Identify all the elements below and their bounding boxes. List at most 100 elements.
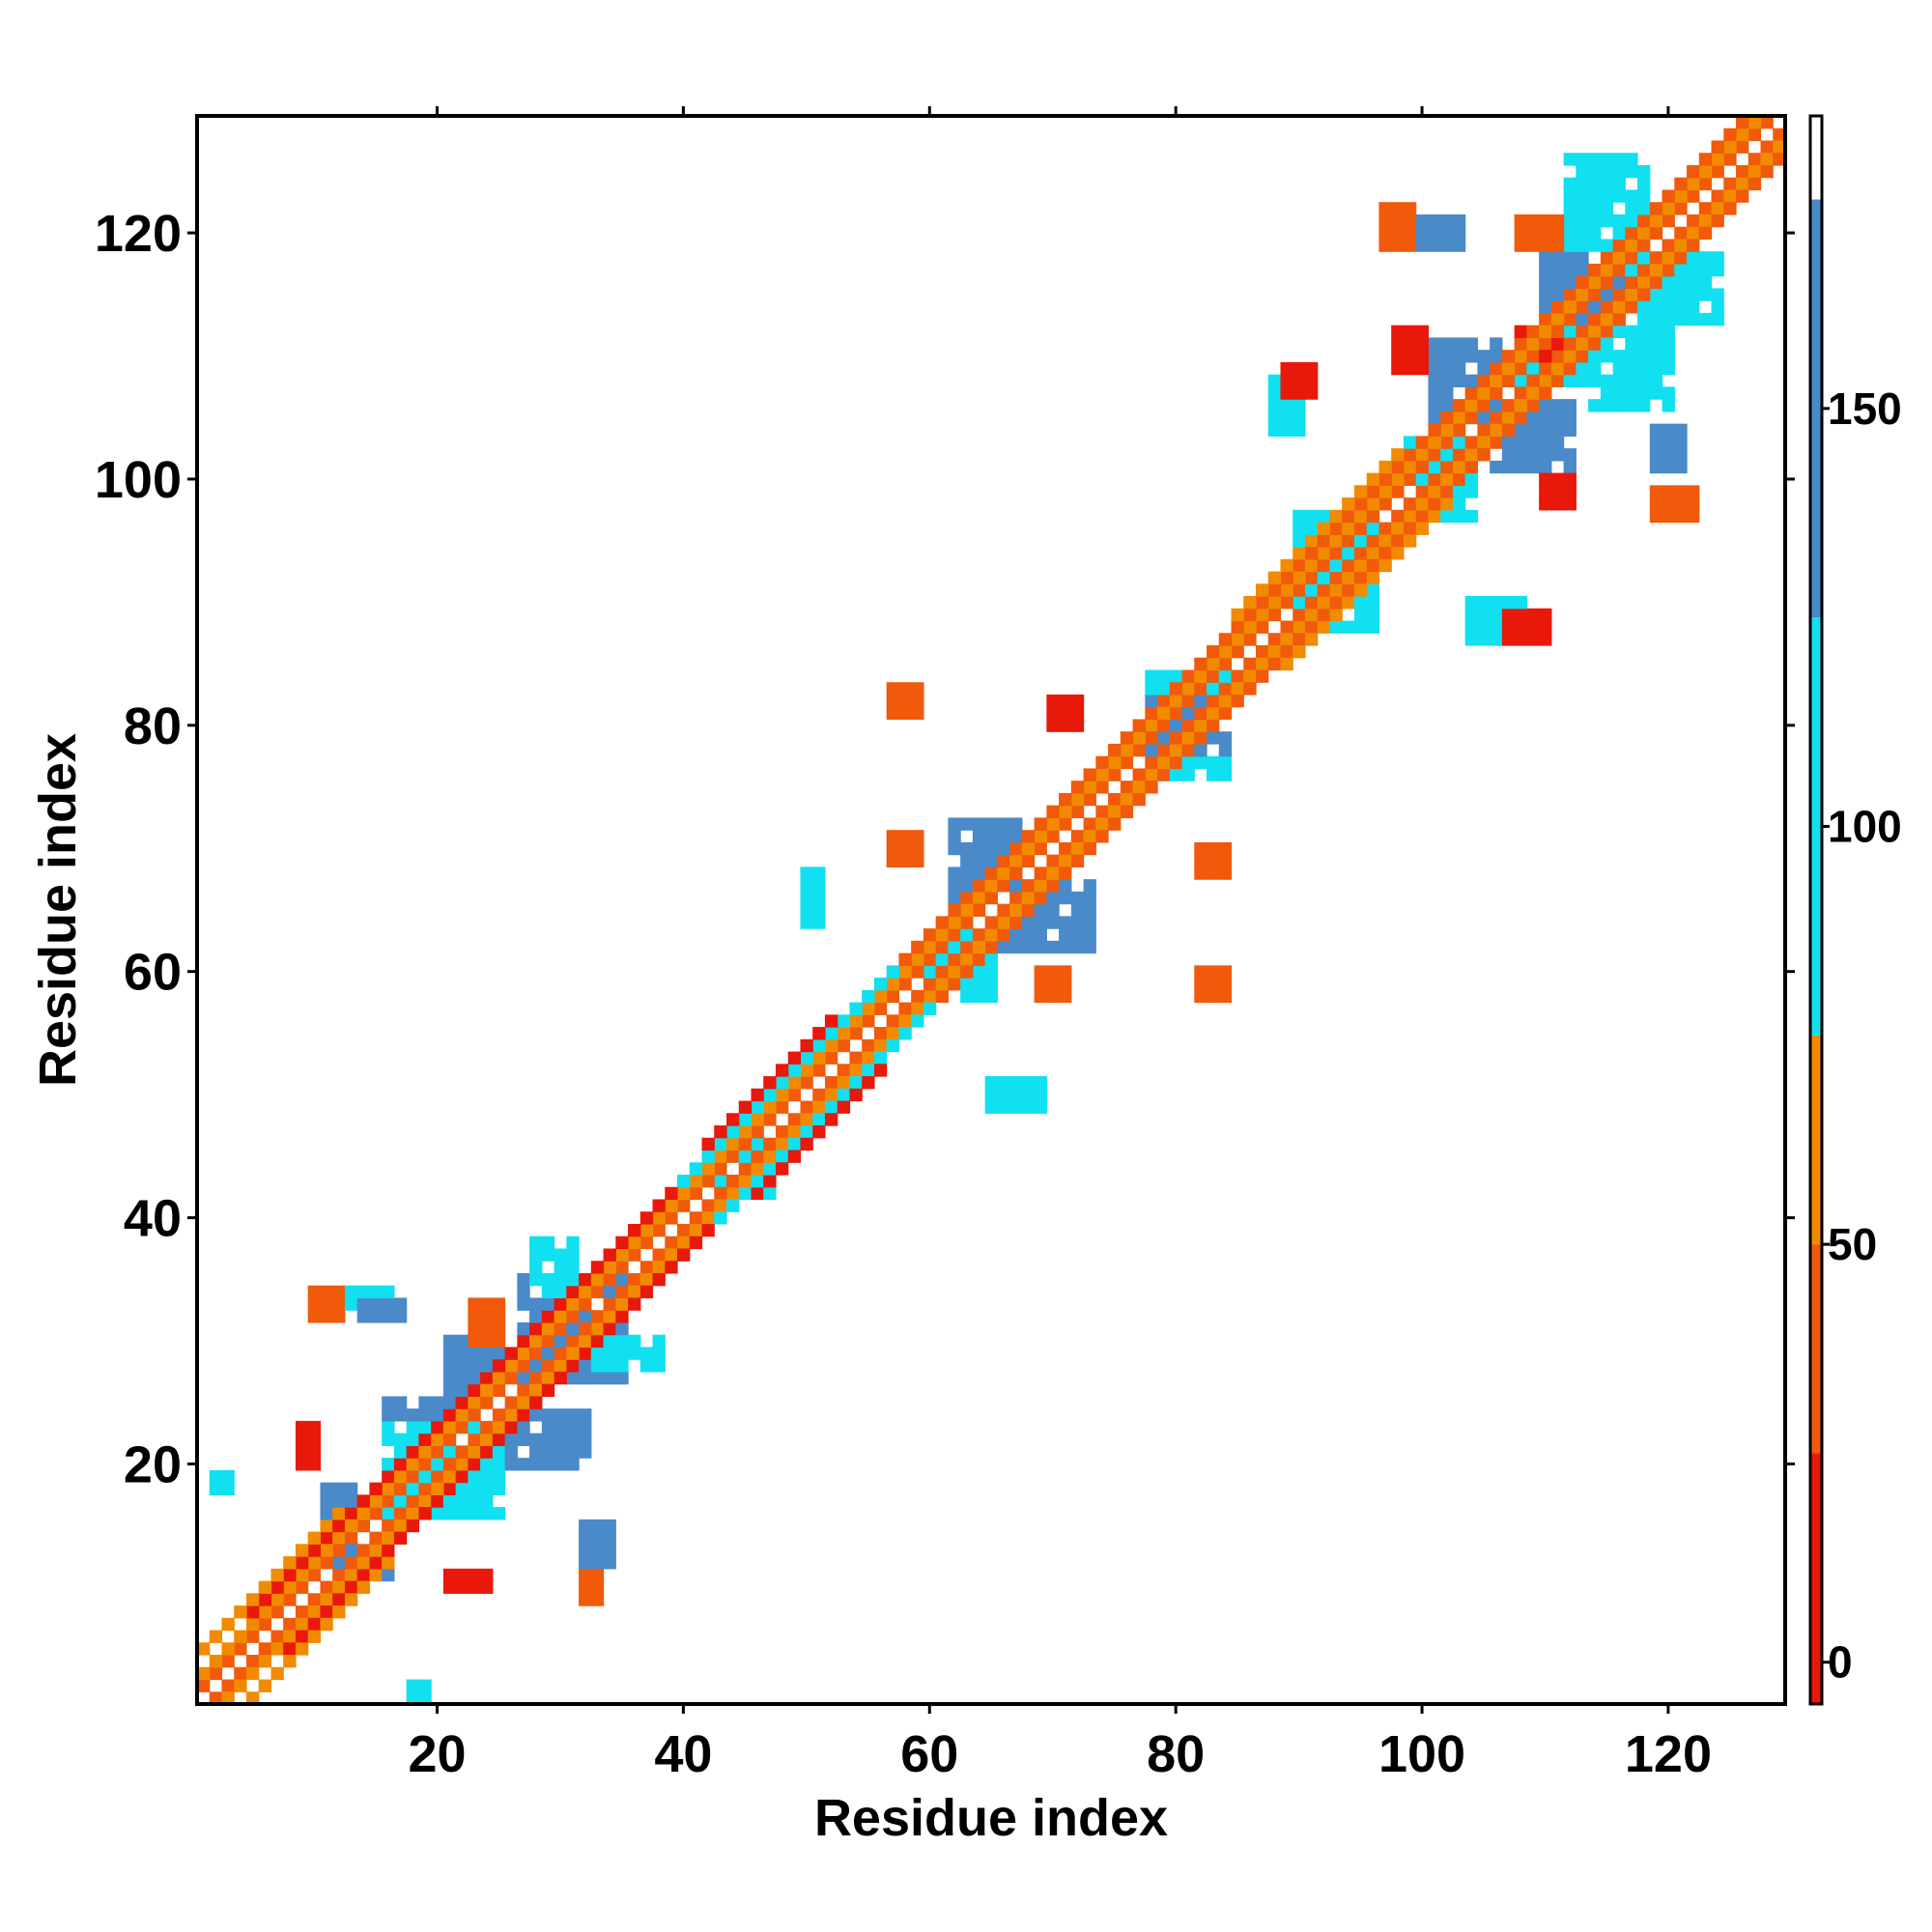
- heatmap-cell: [886, 1014, 900, 1028]
- heatmap-cell: [270, 1605, 284, 1619]
- heatmap-cell: [320, 1580, 333, 1594]
- heatmap-cell: [812, 916, 826, 929]
- heatmap-cell: [566, 1359, 580, 1373]
- heatmap-cell: [1280, 633, 1293, 646]
- heatmap-cell: [1317, 571, 1331, 584]
- heatmap-cell: [1649, 202, 1663, 215]
- heatmap-cell: [1304, 583, 1319, 597]
- heatmap-cell: [1612, 288, 1626, 301]
- heatmap-cell: [1231, 694, 1244, 708]
- heatmap-cell: [1539, 423, 1552, 437]
- heatmap-cell: [590, 1593, 605, 1606]
- heatmap-cell: [701, 1211, 715, 1225]
- heatmap-cell: [1452, 226, 1466, 241]
- heatmap-cell: [1637, 275, 1651, 290]
- heatmap-cell: [1218, 731, 1233, 745]
- heatmap-cell: [1452, 213, 1466, 228]
- heatmap-cell: [1600, 374, 1614, 387]
- heatmap-cell: [1563, 460, 1577, 474]
- heatmap-cell: [1698, 263, 1713, 277]
- heatmap-cell: [1526, 436, 1540, 449]
- heatmap-cell: [418, 1420, 432, 1435]
- heatmap-cell: [517, 1433, 530, 1446]
- heatmap-cell: [1108, 817, 1122, 831]
- heatmap-cell: [307, 1568, 322, 1582]
- heatmap-cell: [639, 1359, 654, 1373]
- heatmap-cell: [590, 1519, 605, 1533]
- heatmap-cell: [726, 1125, 740, 1139]
- heatmap-cell: [1157, 669, 1171, 683]
- heatmap-cell: [1009, 903, 1023, 917]
- heatmap-cell: [1649, 300, 1663, 314]
- heatmap-cell: [1600, 153, 1614, 166]
- heatmap-cell: [579, 1544, 592, 1557]
- heatmap-cell: [615, 1272, 629, 1287]
- heatmap-cell: [1391, 325, 1405, 338]
- heatmap-cell: [529, 1236, 543, 1250]
- heatmap-cell: [517, 1347, 530, 1360]
- heatmap-cell: [628, 1236, 641, 1250]
- heatmap-cell: [1353, 558, 1368, 573]
- heatmap-cell: [800, 1064, 813, 1077]
- heatmap-cell: [1539, 460, 1552, 474]
- heatmap-cell: [1120, 731, 1134, 745]
- heatmap-cell: [714, 1211, 727, 1225]
- heatmap-cell: [1059, 817, 1072, 831]
- heatmap-cell: [615, 1347, 629, 1360]
- heatmap-cell: [1070, 805, 1085, 819]
- heatmap-cell: [1034, 817, 1047, 831]
- heatmap-cell: [800, 916, 813, 929]
- heatmap-cell: [1539, 350, 1552, 363]
- heatmap-cell: [984, 854, 998, 867]
- heatmap-cell: [258, 1655, 272, 1668]
- colorbar-band: [1810, 617, 1822, 1036]
- heatmap-cell: [1662, 263, 1675, 277]
- heatmap-cell: [1563, 153, 1577, 166]
- heatmap-cell: [1576, 239, 1589, 252]
- heatmap-cell: [1378, 472, 1392, 486]
- heatmap-cell: [1550, 337, 1565, 351]
- heatmap-cell: [800, 903, 813, 917]
- heatmap-cell: [1353, 583, 1368, 597]
- heatmap-cell: [1059, 854, 1072, 867]
- x-tick-label: 120: [1625, 1725, 1712, 1783]
- heatmap-cell: [1428, 399, 1441, 412]
- heatmap-cell: [1674, 263, 1688, 277]
- heatmap-cell: [1563, 350, 1577, 363]
- heatmap-cell: [393, 1531, 408, 1545]
- heatmap-cell: [1563, 361, 1577, 376]
- heatmap-cell: [1145, 669, 1158, 683]
- heatmap-cell: [1514, 460, 1527, 474]
- heatmap-cell: [898, 854, 912, 867]
- heatmap-cell: [873, 989, 888, 1004]
- heatmap-cell: [1415, 239, 1430, 252]
- heatmap-cell: [1194, 682, 1208, 696]
- heatmap-cell: [960, 891, 974, 905]
- heatmap-cell: [1304, 571, 1319, 584]
- heatmap-cell: [812, 1027, 826, 1040]
- heatmap-cell: [1194, 989, 1208, 1004]
- heatmap-cell: [307, 1297, 322, 1311]
- heatmap-cell: [1317, 583, 1331, 597]
- heatmap-cell: [1317, 509, 1331, 524]
- heatmap-cell: [1736, 116, 1749, 129]
- heatmap-cell: [800, 1125, 813, 1139]
- heatmap-cell: [1698, 226, 1713, 241]
- heatmap-cell: [1293, 423, 1306, 437]
- heatmap-cell: [1612, 213, 1626, 228]
- colorbar-band: [1810, 1453, 1822, 1704]
- heatmap-cell: [923, 952, 937, 966]
- heatmap-cell: [541, 1347, 555, 1360]
- heatmap-cell: [566, 1347, 580, 1360]
- heatmap-cell: [1342, 522, 1355, 535]
- heatmap-cell: [1625, 239, 1638, 252]
- heatmap-cell: [603, 1519, 616, 1533]
- heatmap-cell: [1501, 411, 1516, 425]
- heatmap-cell: [1600, 251, 1614, 265]
- heatmap-cell: [1059, 965, 1072, 979]
- heatmap-cell: [1169, 706, 1183, 721]
- heatmap-cell: [406, 1458, 419, 1471]
- heatmap-cell: [1415, 472, 1430, 486]
- heatmap-cell: [1452, 436, 1466, 449]
- colorbar-frame: [1808, 114, 1824, 1706]
